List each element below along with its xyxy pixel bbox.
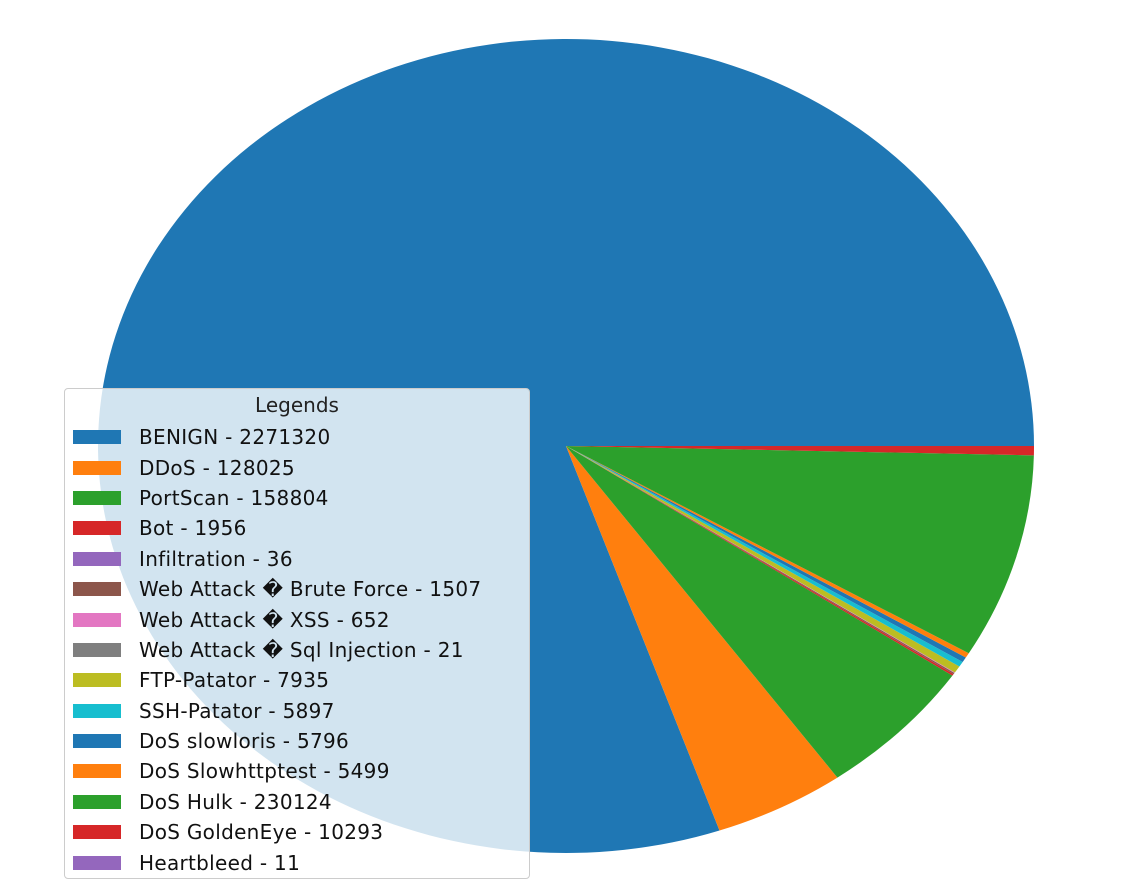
- pie-slice-10: [566, 446, 966, 662]
- pie-slice-5: [566, 446, 955, 675]
- legend-swatch: [73, 582, 121, 597]
- legend-swatch: [73, 673, 121, 688]
- pie-slice-1: [566, 446, 838, 831]
- pie-slice-3: [566, 446, 954, 676]
- legend-swatch: [73, 490, 121, 505]
- legend-item: Bot - 1956: [73, 513, 481, 543]
- legend-swatch: [73, 825, 121, 840]
- legend-swatch: [73, 855, 121, 870]
- legend-item: DoS Slowhttptest - 5499: [73, 756, 481, 786]
- legend-swatch: [73, 460, 121, 475]
- legend-swatch: [73, 734, 121, 749]
- legend-item: DDoS - 128025: [73, 452, 481, 482]
- legend-item: Heartbleed - 11: [73, 847, 481, 877]
- legend-item: Web Attack � Sql Injection - 21: [73, 635, 481, 665]
- legend-swatch: [73, 703, 121, 718]
- legend-label: BENIGN - 2271320: [139, 425, 331, 450]
- legend-item: DoS Hulk - 230124: [73, 787, 481, 817]
- pie-slice-9: [566, 446, 963, 667]
- legend-label: Web Attack � XSS - 652: [139, 607, 390, 632]
- legend-label: Bot - 1956: [139, 516, 247, 541]
- pie-slice-11: [566, 446, 969, 658]
- pie-slice-8: [566, 446, 960, 673]
- legend-label: DoS Slowhttptest - 5499: [139, 759, 390, 784]
- legend-swatch: [73, 794, 121, 809]
- pie-slice-6: [566, 446, 955, 673]
- legend-label: SSH-Patator - 5897: [139, 698, 335, 723]
- legend-label: Web Attack � Sql Injection - 21: [139, 637, 464, 662]
- legend-item: FTP-Patator - 7935: [73, 665, 481, 695]
- legend-swatch: [73, 521, 121, 536]
- legend-item: Web Attack � Brute Force - 1507: [73, 574, 481, 604]
- legend: Legends BENIGN - 2271320 DDoS - 128025 Por…: [64, 388, 530, 879]
- legend-label: PortScan - 158804: [139, 485, 329, 510]
- legend-swatch: [73, 430, 121, 445]
- legend-swatch: [73, 551, 121, 566]
- legend-label: DoS GoldenEye - 10293: [139, 820, 384, 845]
- pie-slice-4: [566, 446, 954, 675]
- pie-slice-2: [566, 446, 953, 778]
- legend-item: BENIGN - 2271320: [73, 422, 481, 452]
- legend-item: SSH-Patator - 5897: [73, 696, 481, 726]
- legend-label: DoS slowloris - 5796: [139, 729, 350, 754]
- legend-swatch: [73, 764, 121, 779]
- legend-swatch: [73, 612, 121, 627]
- legend-label: Heartbleed - 11: [139, 850, 301, 875]
- legend-item: DoS slowloris - 5796: [73, 726, 481, 756]
- legend-title: Legends: [255, 393, 339, 417]
- pie-slice-7: [566, 446, 955, 673]
- legend-item: PortScan - 158804: [73, 483, 481, 513]
- legend-label: DDoS - 128025: [139, 455, 295, 480]
- legend-label: FTP-Patator - 7935: [139, 668, 330, 693]
- legend-label: DoS Hulk - 230124: [139, 789, 332, 814]
- legend-swatch: [73, 642, 121, 657]
- legend-item: Web Attack � XSS - 652: [73, 604, 481, 634]
- legend-item: Infiltration - 36: [73, 544, 481, 574]
- pie-slice-12: [566, 446, 1034, 654]
- legend-label: Web Attack � Brute Force - 1507: [139, 577, 482, 602]
- legend-label: Infiltration - 36: [139, 546, 293, 571]
- legend-item: DoS GoldenEye - 10293: [73, 817, 481, 847]
- legend-items: BENIGN - 2271320 DDoS - 128025 PortScan - …: [73, 422, 481, 878]
- pie-slice-13: [566, 446, 1034, 456]
